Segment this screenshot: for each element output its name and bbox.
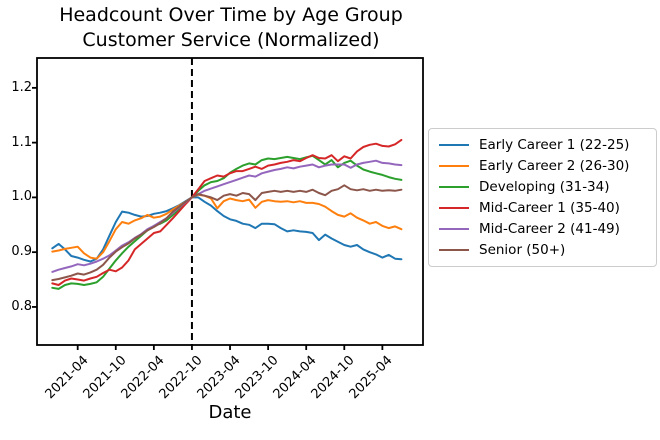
y-tick-label: 1.1 — [11, 135, 32, 150]
chart-title-line2: Customer Service (Normalized) — [82, 29, 380, 51]
legend-item: Mid-Career 1 (35-40) — [437, 199, 648, 217]
legend-item: Senior (50+) — [437, 241, 648, 259]
series-line-early-career-2-26-30 — [51, 193, 403, 260]
series-line-mid-career-1-35-40 — [51, 138, 403, 286]
chart-title-line1: Headcount Over Time by Age Group — [59, 4, 403, 26]
legend-label: Senior (50+) — [479, 242, 566, 258]
y-tick-label: 0.9 — [11, 244, 32, 259]
legend-label: Early Career 1 (22-25) — [479, 137, 630, 153]
legend-line-swatch — [439, 186, 469, 188]
legend: Early Career 1 (22-25) Early Career 2 (2… — [428, 128, 657, 267]
y-tick-label: 1.2 — [11, 80, 32, 95]
series-line-senior-50 — [51, 184, 403, 282]
x-axis-title: Date — [208, 402, 252, 423]
series-line-early-career-1-22-25 — [51, 196, 403, 263]
y-tick-label: 0.8 — [11, 299, 32, 314]
legend-item: Early Career 2 (26-30) — [437, 157, 648, 175]
y-tick-label: 1.0 — [11, 189, 32, 204]
series-line-mid-career-2-41-49 — [51, 159, 403, 273]
legend-line-swatch — [439, 249, 469, 251]
legend-label: Mid-Career 1 (35-40) — [479, 200, 620, 216]
legend-line-swatch — [439, 144, 469, 146]
chart-title: Headcount Over Time by Age Group Custome… — [0, 3, 462, 53]
legend-item: Mid-Career 2 (41-49) — [437, 220, 648, 238]
legend-item: Early Career 1 (22-25) — [437, 136, 648, 154]
legend-label: Early Career 2 (26-30) — [479, 158, 630, 174]
legend-label: Mid-Career 2 (41-49) — [479, 221, 620, 237]
legend-label: Developing (31-34) — [479, 179, 610, 195]
legend-line-swatch — [439, 165, 469, 167]
legend-line-swatch — [439, 207, 469, 209]
legend-line-swatch — [439, 228, 469, 230]
legend-item: Developing (31-34) — [437, 178, 648, 196]
plot-border — [36, 57, 424, 346]
